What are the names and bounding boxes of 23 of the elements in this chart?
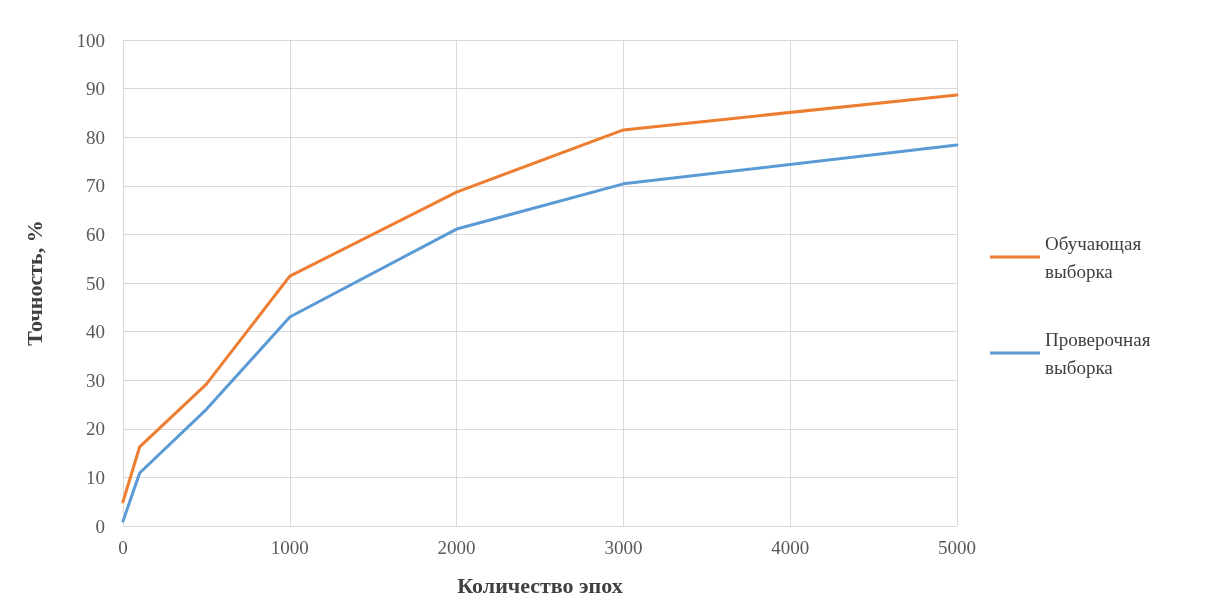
y-tick-label: 30 <box>86 369 105 391</box>
line-series <box>121 143 959 523</box>
x-tick-label: 1000 <box>270 537 309 558</box>
y-tick-label: 20 <box>86 418 105 440</box>
y-tick-label: 70 <box>86 175 105 197</box>
y-tick-label: 90 <box>86 78 105 100</box>
x-tick-label: 3000 <box>604 537 643 558</box>
legend-label: Проверочная выборка <box>1045 328 1151 378</box>
x-tick-label: 2000 <box>437 537 476 558</box>
x-tick-label: 4000 <box>771 537 810 558</box>
y-tick-label: 10 <box>86 466 105 488</box>
y-tick-label: 60 <box>86 223 105 245</box>
y-tick-label: 50 <box>86 272 105 294</box>
y-tick-label: 40 <box>86 321 105 343</box>
x-axis-title: Количество эпох <box>457 572 623 598</box>
y-tick-label: 0 <box>95 515 105 537</box>
legend-label: Обучающая выборка <box>1045 232 1142 282</box>
y-axis-title: Точность, % <box>21 220 47 346</box>
y-tick-label: 80 <box>86 126 105 148</box>
x-tick-label: 0 <box>118 537 128 558</box>
y-tick-label: 100 <box>76 29 105 51</box>
x-tick-label: 5000 <box>938 537 976 558</box>
line-series <box>121 93 959 504</box>
